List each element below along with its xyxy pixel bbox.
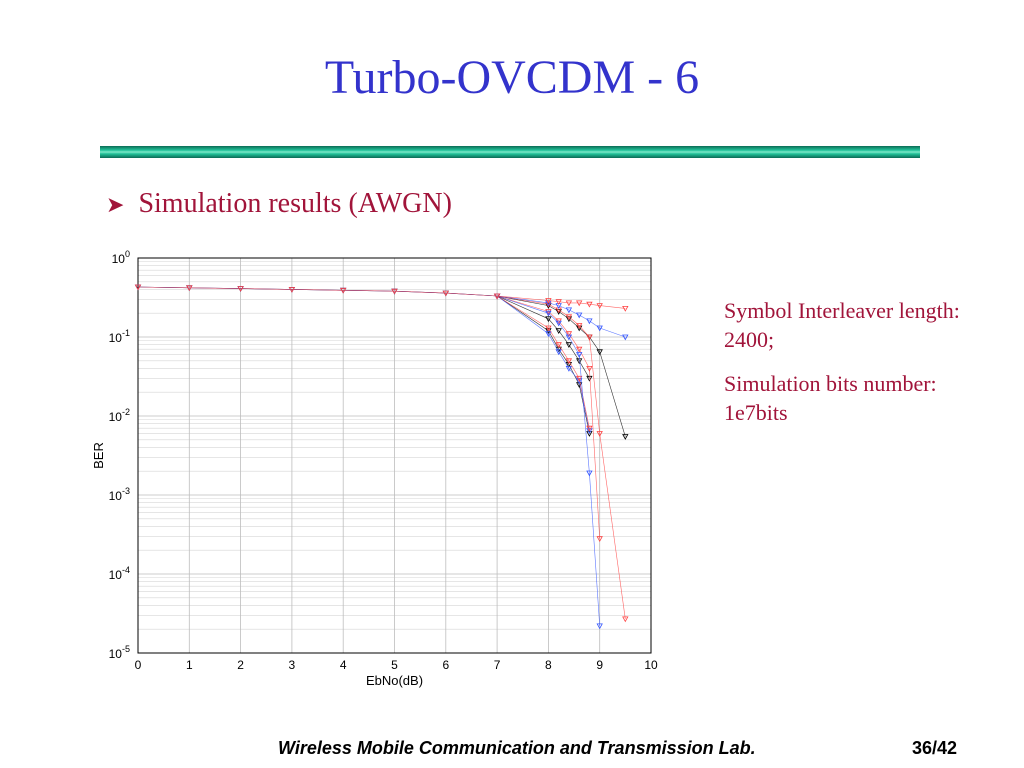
data-point [576,300,583,307]
page-number: 36/42 [912,738,958,758]
y-tick-label: 100 [112,249,130,266]
data-point [586,425,593,432]
bullet-item: ➤ Simulation results (AWGN) [106,188,452,220]
data-point [586,301,593,308]
data-point [565,366,573,372]
x-tick-label: 7 [494,658,501,672]
data-point [586,428,593,435]
series-line [137,286,590,429]
data-point [545,328,552,335]
data-point [565,362,573,368]
data-point [237,286,244,292]
data-point [442,290,449,297]
data-point [545,309,552,315]
data-point [288,287,296,293]
data-point [565,307,573,314]
title-divider [100,146,920,158]
x-tick-label: 8 [545,658,552,672]
y-axis-label: BER [91,442,106,469]
y-tick-label: 10-4 [109,565,130,582]
x-axis-label: EbNo(dB) [366,673,423,688]
plot-frame [137,257,652,654]
x-tick-label: 2 [237,658,244,672]
bullet-text: Simulation results (AWGN) [138,188,452,219]
data-point [576,325,583,332]
data-point [555,299,562,306]
data-point [555,328,562,335]
data-point [340,287,347,294]
y-tick-label: 10-3 [109,486,130,503]
data-point [576,375,583,382]
data-point [565,331,573,338]
data-point [545,316,552,323]
data-point [565,342,573,349]
data-point [586,334,593,341]
data-point [565,300,573,307]
data-point [555,342,562,349]
data-point [186,285,193,292]
data-point [622,434,629,440]
x-tick-label: 1 [186,658,193,672]
data-point [596,349,603,356]
x-tick-label: 0 [135,658,142,672]
data-point [545,310,552,317]
x-tick-label: 3 [289,658,296,672]
data-point [555,309,562,315]
series-line [497,295,600,626]
data-point [576,323,583,329]
data-point [586,318,593,325]
data-point [545,298,552,304]
data-point [622,306,629,312]
data-point [596,303,603,309]
y-tick-label: 10-2 [109,407,130,424]
data-point [586,366,593,372]
data-point [545,331,552,338]
x-tick-label: 5 [391,658,398,672]
footer-lab: Wireless Mobile Communication and Transm… [278,738,756,758]
y-tick-label: 10-1 [109,328,130,345]
data-point [576,312,583,319]
data-point [576,346,583,353]
data-point [555,349,562,356]
series-line [496,295,590,379]
data-point [493,293,501,300]
arrow-bullet-icon: ➤ [106,192,125,217]
data-point [545,325,552,332]
y-tick-label: 10-5 [109,644,130,661]
data-point [576,358,583,365]
simulation-notes: Symbol Interleaver length: 2400; Simulat… [724,296,984,442]
data-point [134,284,142,291]
data-point [596,536,603,543]
data-point [596,325,603,332]
data-point [596,431,603,437]
data-point [576,352,583,358]
data-point [555,320,562,327]
data-point [565,334,573,341]
series-line [497,295,626,437]
note-interleaver: Symbol Interleaver length: 2400; [724,298,960,352]
data-point [596,623,603,630]
data-point [586,375,593,382]
data-point [391,288,398,295]
note-bits: Simulation bits number: 1e7bits [724,371,937,425]
slide-title: Turbo-OVCDM - 6 [324,51,700,104]
data-point [622,616,629,623]
x-tick-label: 4 [340,658,347,672]
series-line [497,295,626,619]
x-tick-label: 9 [596,658,603,672]
data-point [565,314,573,321]
data-point [565,358,573,365]
data-point [545,300,552,307]
x-tick-label: 10 [644,658,658,672]
x-tick-label: 6 [442,658,449,672]
data-point [622,334,629,341]
data-point [586,470,593,477]
